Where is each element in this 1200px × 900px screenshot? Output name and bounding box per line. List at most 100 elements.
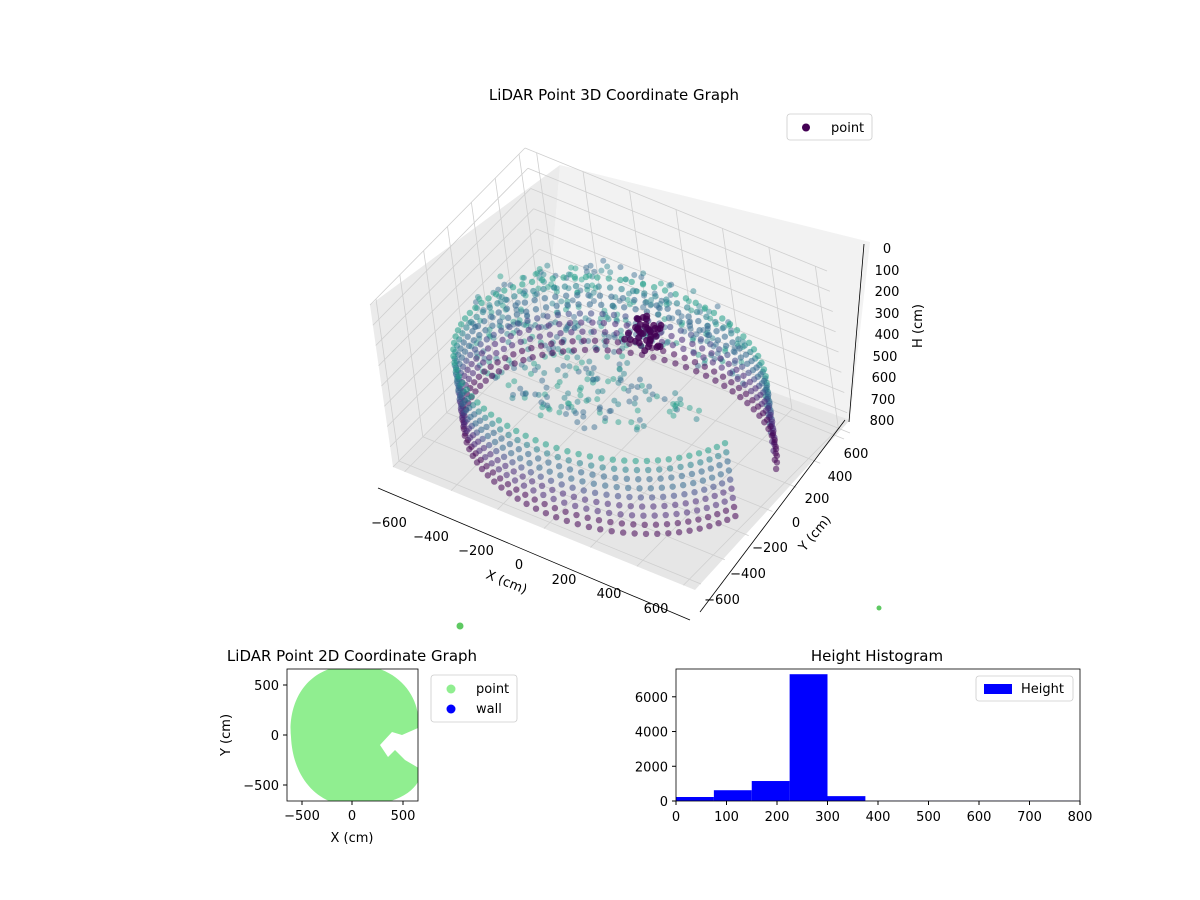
scatter3d-point [490,429,497,437]
scatter3d-point [587,310,595,317]
scatter3d-point [650,503,657,510]
scatter3d-point [631,530,638,537]
scatter3d-point [733,366,740,373]
scatter3d-point [634,384,641,391]
scatter3d-point [556,320,563,328]
scatter3d-point [472,388,479,395]
scatter3d-grid-line [375,188,532,346]
scatter3d-point [686,322,693,329]
scatter3d-point [487,451,494,458]
scatter3d-point [539,404,546,411]
scatter3d-point [696,407,703,414]
y2d-tick-label: −500 [243,779,279,794]
scatter3d-point [533,446,541,453]
scatter3d-point [667,291,674,298]
scatter3d-point [594,274,601,281]
scatter3d-point [588,370,595,377]
scatter3d-point [642,299,649,306]
scatter3d-point [713,443,721,451]
scatter3d-point [575,334,582,341]
scatter3d-point [583,397,590,404]
scatter3d-point [705,447,712,454]
scatter3d-point [553,514,560,521]
scatter3d-point [616,365,623,372]
scatter3d-point [579,328,586,335]
scatter3d-point [599,388,606,395]
histogram-legend-label: Height [1021,682,1064,697]
scatter3d-point [527,370,534,377]
scatter3d-legend: point [786,113,873,141]
scatter3d-point [495,466,503,473]
scatter3d-point [518,347,526,355]
scatter3d-point [613,483,620,491]
scatter3d-point [601,328,609,336]
scatter3d-point [617,375,624,382]
scatter3d-point [507,449,515,457]
scatter3d-point [637,494,645,501]
histogram-y-tick-label: 6000 [635,691,668,706]
scatter3d-point [701,363,708,370]
scatter3d-point [607,518,614,526]
scatter3d-point [718,480,726,487]
y3d-tick-label: −200 [752,541,788,556]
scatter3d-point [705,331,713,339]
scatter3d-point [513,427,520,435]
scatter3d-point [475,408,482,415]
scatter3d-point [476,417,484,424]
scatter3d-point [717,355,724,362]
scatter3d-point [625,329,633,337]
scatter3d-point [571,324,578,331]
scatter3d-point [469,328,476,335]
scatter3d-point [661,356,668,364]
scatter3d-point [502,462,509,470]
scatter3d-point [583,505,590,512]
scatter3d-grid-line [369,147,526,306]
scatter3d-point [542,304,550,311]
scatter3d-point [496,475,504,482]
scatter3d-point [692,299,699,307]
scatter3d-point [598,267,605,274]
scatter3d-point [518,308,525,315]
scatter3d-point [473,355,480,362]
scatter3d-point [537,269,544,276]
scatter3d-point [695,450,703,457]
scatter3d-point [714,303,721,310]
scatter3d-point [678,472,686,480]
scatter3d-point [742,351,750,358]
scatter3d-chart: LiDAR Point 3D Coordinate Graph −600 −40… [369,86,926,630]
scatter3d-point [712,318,719,326]
x3d-tick-label: 600 [644,602,669,617]
scatter3d-point [651,324,659,332]
scatter3d-point [616,366,623,373]
scatter3d-point [539,276,546,284]
scatter3d-point [649,391,656,398]
scatter3d-point [687,331,695,339]
scatter3d-point [648,494,656,501]
scatter3d-point [558,339,566,346]
scatter3d-point [576,310,584,317]
z3d-tick-label: 500 [873,350,898,365]
scatter3d-point [576,387,583,394]
scatter3d-point [491,478,498,485]
scatter3d-point [721,333,729,340]
scatter3d-point [577,469,585,476]
scatter3d-point [618,520,626,527]
scatter3d-point [666,408,673,415]
scatter3d-point [463,324,470,331]
scatter3d-point [540,271,547,278]
scatter3d-point [522,432,529,439]
scatter3d-point [603,314,610,321]
scatter3d-point [519,274,526,281]
scatter3d-point [534,455,542,462]
scatter3d-point [556,409,563,416]
scatter3d-point [617,276,624,284]
scatter3d-point [589,471,596,478]
scatter3d-point [501,287,508,294]
scatter3d-point [480,405,488,412]
scatter3d-point [486,331,493,338]
scatter3d-point [642,388,649,395]
scatter3d-point [744,360,751,367]
scatter3d-point [679,481,687,489]
scatter3d-point [493,447,500,455]
scatter3d-point [599,310,606,318]
